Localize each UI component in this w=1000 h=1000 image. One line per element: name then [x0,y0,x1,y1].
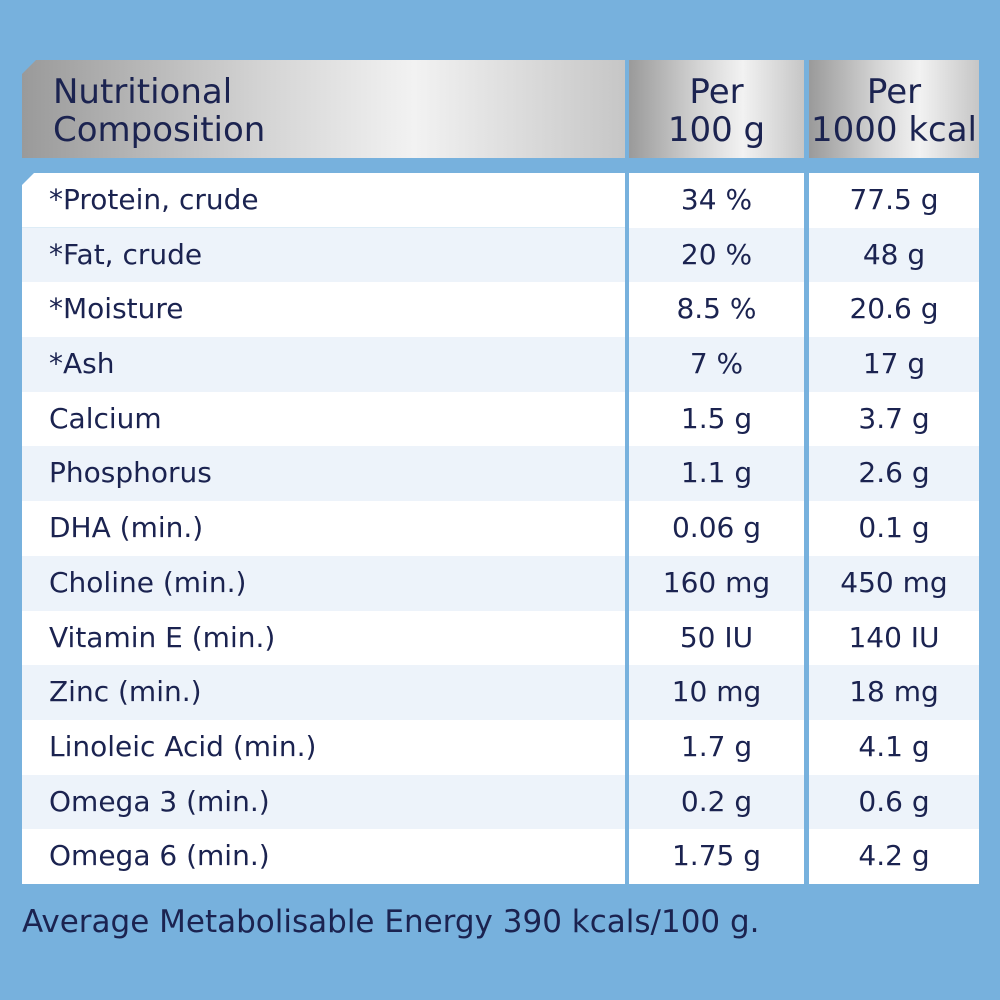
value-per-100g: 20 % [629,227,804,283]
header-nutritional-composition: Nutritional Composition [22,60,625,158]
energy-footnote: Average Metabolisable Energy 390 kcals/1… [22,904,760,940]
nutrient-name: DHA (min.) [22,501,625,556]
value-per-100g: 0.2 g [629,774,804,830]
table-row: *Moisture 8.5 % 20.6 g [22,282,979,338]
value-per-100g: 1.7 g [629,719,804,775]
table-row: Omega 3 (min.) 0.2 g 0.6 g [22,774,979,830]
nutrient-name: Zinc (min.) [22,665,625,720]
nutrient-name: *Protein, crude [22,173,625,228]
nutrient-name: Vitamin E (min.) [22,610,625,666]
value-per-100g: 0.06 g [629,501,804,556]
table-row: *Protein, crude 34 % 77.5 g [22,173,979,228]
nutrition-table-body: *Protein, crude 34 % 77.5 g *Fat, crude 20 %… [22,173,979,884]
header-line: Composition [53,110,266,150]
nutrient-name: Omega 3 (min.) [22,774,625,830]
nutrient-name: *Fat, crude [22,227,625,283]
value-per-1000kcal: 4.1 g [809,719,979,775]
value-per-1000kcal: 20.6 g [809,282,979,338]
header-line: Per [866,72,922,112]
value-per-1000kcal: 48 g [809,227,979,283]
value-per-100g: 50 IU [629,610,804,666]
header-per-100g: Per 100 g [629,60,804,158]
value-per-100g: 1.1 g [629,446,804,502]
value-per-1000kcal: 140 IU [809,610,979,666]
header-line: Per [689,72,744,112]
table-row: Omega 6 (min.) 1.75 g 4.2 g [22,829,979,884]
table-row: Calcium 1.5 g 3.7 g [22,391,979,447]
nutrient-name: Omega 6 (min.) [22,829,625,884]
table-row: DHA (min.) 0.06 g 0.1 g [22,501,979,556]
header-line: 1000 kcal [811,110,977,150]
value-per-1000kcal: 77.5 g [809,173,979,228]
nutrient-name: Phosphorus [22,446,625,502]
value-per-100g: 1.75 g [629,829,804,884]
value-per-1000kcal: 2.6 g [809,446,979,502]
nutrient-name: Linoleic Acid (min.) [22,719,625,775]
table-row: Linoleic Acid (min.) 1.7 g 4.1 g [22,719,979,775]
value-per-1000kcal: 0.6 g [809,774,979,830]
table-row: *Fat, crude 20 % 48 g [22,227,979,283]
table-row: *Ash 7 % 17 g [22,337,979,392]
table-row: Vitamin E (min.) 50 IU 140 IU [22,610,979,666]
header-per-1000kcal: Per 1000 kcal [809,60,979,158]
value-per-1000kcal: 0.1 g [809,501,979,556]
value-per-1000kcal: 18 mg [809,665,979,720]
header-line: 100 g [667,110,766,150]
value-per-1000kcal: 17 g [809,337,979,392]
value-per-1000kcal: 3.7 g [809,391,979,447]
value-per-100g: 1.5 g [629,391,804,447]
value-per-100g: 8.5 % [629,282,804,338]
value-per-100g: 10 mg [629,665,804,720]
table-row: Phosphorus 1.1 g 2.6 g [22,446,979,502]
value-per-100g: 160 mg [629,555,804,611]
value-per-100g: 7 % [629,337,804,392]
nutrient-name: Calcium [22,391,625,447]
value-per-1000kcal: 4.2 g [809,829,979,884]
value-per-1000kcal: 450 mg [809,555,979,611]
value-per-100g: 34 % [629,173,804,228]
table-row: Choline (min.) 160 mg 450 mg [22,555,979,611]
header-line: Nutritional [53,72,233,112]
nutrient-name: *Moisture [22,282,625,338]
nutrient-name: Choline (min.) [22,555,625,611]
nutrient-name: *Ash [22,337,625,392]
table-header: Nutritional Composition Per 100 g Per 10… [22,60,979,158]
table-row: Zinc (min.) 10 mg 18 mg [22,665,979,720]
